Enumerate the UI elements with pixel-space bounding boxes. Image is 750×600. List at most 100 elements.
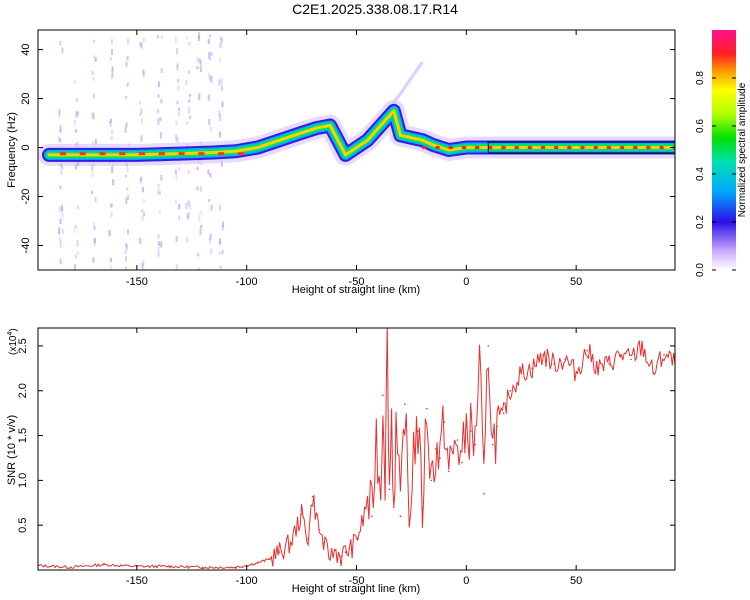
spectrogram-hotspot: [646, 146, 651, 150]
spectrogram-hotspot: [593, 146, 598, 150]
spectrogram-speck: [218, 58, 221, 63]
spectrogram-speck: [58, 112, 61, 118]
snr-point: [502, 412, 505, 414]
spectrogram-speck: [61, 229, 64, 234]
snr-point: [597, 367, 599, 370]
snr-point: [641, 345, 643, 347]
spectrogram-xtick-label: 0: [463, 276, 469, 288]
spectrogram-speck: [140, 42, 143, 49]
spectrogram-hotspots: [59, 146, 675, 156]
snr-point: [318, 528, 320, 531]
spectrogram-speck: [219, 238, 222, 245]
spectrogram-speck: [92, 94, 95, 99]
spectrogram-speck: [219, 36, 222, 41]
spectrogram-xtick-label: -150: [126, 276, 148, 288]
spectrogram-hotspot: [633, 146, 638, 150]
snr-point: [333, 549, 336, 552]
spectrogram-speck: [189, 115, 192, 119]
snr-point: [395, 425, 397, 428]
spectrogram-speck: [108, 229, 111, 237]
snr-point: [478, 354, 481, 356]
spectrogram-speck: [187, 212, 190, 218]
colorbar-tick-label: 0.4: [695, 167, 706, 181]
spectrogram-speck: [92, 77, 95, 81]
snr-point: [384, 470, 386, 473]
snr-point: [404, 403, 406, 405]
spectrogram-speck: [143, 71, 146, 78]
spectrogram-speck: [219, 42, 222, 49]
spectrogram-speck: [157, 253, 160, 257]
snr-point: [417, 430, 419, 432]
spectrogram-hotspot: [59, 152, 66, 156]
spectrogram-speck: [207, 94, 210, 101]
snr-point: [452, 452, 454, 455]
spectrogram-speck: [142, 259, 145, 267]
spectrogram-speck: [160, 35, 163, 40]
spectrogram-speck: [125, 197, 128, 205]
spectrogram-speck: [197, 252, 200, 257]
spectrogram-speck: [76, 111, 79, 116]
spectrogram-speck: [109, 265, 112, 270]
spectrogram-speck: [157, 183, 160, 188]
spectrogram-speck: [210, 204, 213, 211]
snr-ytick-label: 0.5: [17, 518, 29, 533]
spectrogram-speck: [75, 111, 78, 118]
spectrogram-speck: [188, 99, 191, 103]
snr-point: [469, 430, 472, 432]
spectrogram-speck: [208, 52, 211, 59]
spectrogram-hotspot: [554, 146, 559, 150]
spectrogram-speck: [207, 39, 210, 44]
spectrogram-speck: [61, 164, 64, 170]
spectrogram-speck: [185, 121, 188, 125]
snr-point: [586, 349, 588, 352]
spectrogram-speck: [124, 127, 127, 133]
spectrogram-speck: [157, 234, 160, 239]
snr-point: [340, 555, 342, 558]
snr-point: [564, 358, 566, 361]
spectrogram-speck: [58, 237, 61, 243]
snr-point: [443, 421, 446, 423]
spectrogram-speck: [110, 49, 113, 56]
spectrogram-speck: [139, 100, 142, 105]
snr-series-line: [38, 328, 675, 570]
spectrogram-speck: [93, 221, 96, 227]
spectrogram-speck: [175, 264, 178, 270]
snr-point: [474, 443, 476, 446]
spectrogram-speck: [142, 187, 145, 193]
snr-point: [663, 354, 665, 356]
snr-point: [311, 495, 314, 498]
spectrogram-ytick-label: 0: [20, 144, 32, 150]
spectrogram-speck: [177, 78, 180, 83]
spectrogram-speck: [73, 264, 76, 270]
spectrogram-speck: [185, 80, 188, 85]
spectrogram-speck: [110, 203, 113, 208]
spectrogram-speck: [218, 79, 221, 86]
snr-frame: [37, 327, 676, 571]
snr-point: [509, 389, 512, 392]
spectrogram-speck: [199, 210, 202, 215]
snr-point: [344, 551, 347, 553]
spectrogram-speck: [124, 174, 127, 178]
spectrogram-speck: [141, 262, 144, 269]
snr-point: [456, 439, 459, 441]
spectrogram-speck: [76, 239, 79, 247]
spectrogram-speck: [94, 196, 97, 203]
spectrogram-speck: [127, 38, 130, 45]
spectrogram-speck: [218, 110, 221, 116]
spectrogram-hotspot: [659, 146, 664, 150]
spectrogram-speck: [219, 114, 222, 121]
spectrogram-speck: [124, 250, 127, 254]
colorbar-tick-label: 0.6: [695, 119, 706, 133]
spectrogram-speck: [210, 248, 213, 255]
spectrogram-speck: [196, 186, 199, 191]
spectrogram-speck: [58, 206, 61, 213]
spectrogram-speck: [111, 66, 114, 72]
spectrogram-speck: [197, 35, 200, 41]
snr-point: [630, 358, 632, 361]
spectrogram-speck: [186, 236, 189, 243]
spectrogram-speck: [189, 204, 192, 210]
spectrogram-speck: [209, 234, 212, 240]
spectrogram-speck: [125, 245, 128, 252]
spectrogram-xtick-label: -100: [236, 276, 258, 288]
